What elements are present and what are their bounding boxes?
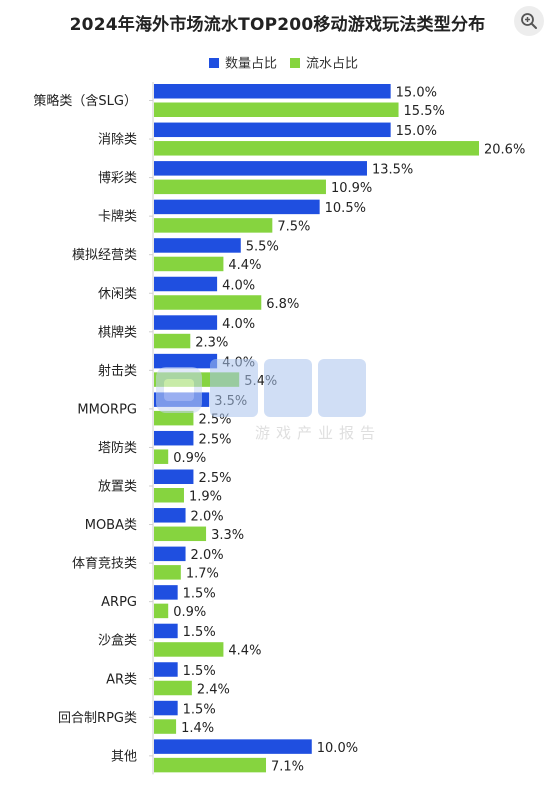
legend-swatch-1	[209, 58, 219, 68]
revenue-share-label: 0.9%	[173, 605, 206, 620]
count-share-label: 4.0%	[222, 355, 255, 370]
count-share-label: 4.0%	[222, 278, 255, 293]
chart-title: 2024年海外市场流水TOP200移动游戏玩法类型分布	[69, 15, 486, 35]
revenue-share-label: 7.1%	[271, 759, 304, 774]
legend-swatch-2	[290, 58, 300, 68]
revenue-share-label: 1.4%	[181, 721, 214, 736]
count-share-bar	[154, 739, 312, 754]
count-share-label: 2.0%	[191, 548, 224, 563]
count-share-bar	[154, 623, 178, 639]
revenue-share-label: 5.4%	[244, 374, 277, 389]
category-label: AR类	[106, 672, 137, 687]
category-label: 塔防类	[98, 440, 137, 456]
count-share-bar	[154, 662, 178, 677]
category-label: 模拟经营类	[72, 248, 137, 263]
count-share-bar	[154, 122, 391, 138]
count-share-label: 3.5%	[214, 394, 247, 409]
revenue-share-label: 1.9%	[189, 490, 222, 505]
revenue-share-bar	[154, 410, 194, 426]
count-share-label: 1.5%	[183, 702, 216, 717]
category-label: 消除类	[98, 133, 137, 148]
category-label: 放置类	[98, 480, 137, 495]
legend-label-1: 数量占比	[225, 57, 277, 72]
category-label: 策略类（含SLG）	[33, 93, 137, 109]
revenue-share-label: 0.9%	[173, 451, 206, 466]
revenue-share-label: 20.6%	[484, 143, 525, 158]
revenue-share-bar	[154, 102, 399, 117]
revenue-share-label: 15.5%	[404, 104, 445, 119]
category-label: 棋牌类	[98, 324, 137, 340]
revenue-share-bar	[154, 218, 273, 233]
category-label: 体育竞技类	[72, 556, 137, 572]
count-share-label: 10.0%	[317, 741, 358, 756]
revenue-share-bar	[154, 372, 240, 387]
revenue-share-bar	[154, 141, 479, 156]
revenue-share-bar	[154, 757, 267, 773]
revenue-share-bar	[154, 333, 191, 349]
category-label: MMORPG	[77, 402, 137, 417]
revenue-share-bar	[154, 642, 224, 657]
count-share-label: 4.0%	[222, 317, 255, 332]
count-share-label: 13.5%	[372, 163, 413, 178]
revenue-share-label: 4.4%	[228, 644, 261, 659]
revenue-share-bar	[154, 565, 181, 580]
revenue-share-bar	[154, 256, 224, 272]
category-label: 沙盒类	[98, 633, 137, 649]
count-share-label: 1.5%	[183, 587, 216, 602]
count-share-bar	[154, 276, 218, 292]
category-label: 博彩类	[98, 171, 137, 186]
revenue-share-label: 2.4%	[197, 682, 230, 697]
revenue-share-bar	[154, 179, 326, 195]
count-share-bar	[154, 469, 194, 484]
category-label: MOBA类	[85, 518, 137, 533]
revenue-share-label: 2.5%	[198, 412, 231, 427]
revenue-share-label: 3.3%	[211, 528, 244, 543]
count-share-bar	[154, 585, 178, 600]
revenue-share-label: 10.9%	[331, 181, 372, 196]
revenue-share-bar	[154, 603, 169, 619]
zoom-in-icon[interactable]	[514, 6, 544, 36]
count-share-bar	[154, 392, 210, 407]
count-share-bar	[154, 430, 194, 446]
revenue-share-bar	[154, 526, 207, 542]
count-share-label: 5.5%	[246, 240, 279, 255]
count-share-label: 2.0%	[191, 510, 224, 525]
revenue-share-label: 2.3%	[195, 335, 228, 350]
count-share-bar	[154, 315, 218, 330]
count-share-label: 15.0%	[396, 124, 437, 139]
count-share-label: 10.5%	[325, 201, 366, 216]
count-share-label: 1.5%	[183, 625, 216, 640]
category-label: 休闲类	[98, 287, 137, 302]
count-share-bar	[154, 508, 186, 523]
category-label: 射击类	[98, 363, 137, 379]
count-share-bar	[154, 84, 391, 99]
count-share-bar	[154, 546, 186, 562]
revenue-share-bar	[154, 295, 262, 310]
revenue-share-label: 1.7%	[186, 567, 219, 582]
category-label: 其他	[111, 749, 137, 764]
count-share-label: 1.5%	[183, 664, 216, 679]
revenue-share-bar	[154, 680, 192, 696]
category-label: 回合制RPG类	[58, 711, 137, 726]
revenue-share-label: 4.4%	[228, 258, 261, 273]
count-share-label: 15.0%	[396, 86, 437, 101]
count-share-bar	[154, 353, 218, 369]
category-label: 卡牌类	[98, 209, 137, 225]
count-share-bar	[154, 700, 178, 716]
revenue-share-bar	[154, 719, 177, 734]
count-share-bar	[154, 238, 241, 253]
count-share-label: 2.5%	[198, 471, 231, 486]
category-label: ARPG	[101, 595, 137, 610]
revenue-share-bar	[154, 449, 169, 464]
count-share-label: 2.5%	[198, 432, 231, 447]
count-share-bar	[154, 199, 320, 215]
revenue-share-label: 7.5%	[277, 220, 310, 235]
legend-label-2: 流水占比	[306, 57, 358, 72]
revenue-share-label: 6.8%	[266, 297, 299, 312]
revenue-share-bar	[154, 488, 184, 503]
count-share-bar	[154, 161, 367, 176]
